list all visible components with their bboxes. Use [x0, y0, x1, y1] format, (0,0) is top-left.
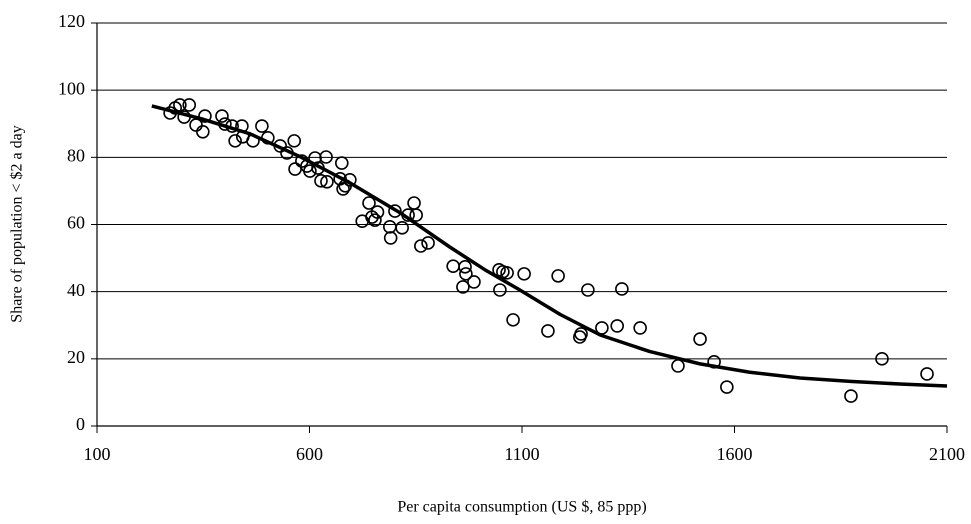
point	[506, 313, 520, 327]
point	[551, 269, 565, 283]
point	[581, 283, 595, 297]
point	[314, 174, 328, 188]
point	[421, 236, 435, 250]
point	[920, 367, 934, 381]
point	[362, 196, 376, 210]
point	[671, 359, 685, 373]
point	[215, 109, 229, 123]
point	[336, 182, 350, 196]
x-axis-title: Per capita consumption (US $, 85 ppp)	[397, 499, 646, 516]
point	[303, 164, 317, 178]
point	[458, 260, 472, 274]
point	[255, 119, 269, 133]
point	[319, 150, 333, 164]
point	[517, 267, 531, 281]
point	[320, 175, 334, 189]
point	[456, 280, 470, 294]
point	[409, 208, 423, 222]
y-tick-label: 120	[58, 11, 85, 31]
y-tick-label: 100	[58, 78, 85, 98]
y-tick-label: 0	[76, 414, 85, 434]
point	[173, 98, 187, 112]
point	[633, 321, 647, 335]
point	[334, 156, 349, 170]
point	[288, 162, 302, 176]
point	[196, 125, 210, 139]
x-tick-label: 1600	[717, 444, 753, 464]
y-tick-label: 80	[67, 145, 85, 165]
x-tick-label: 1100	[504, 444, 539, 464]
point	[388, 204, 402, 218]
point	[198, 109, 212, 123]
y-tick-label: 60	[67, 213, 85, 233]
point	[693, 332, 707, 346]
point	[383, 231, 398, 245]
point	[414, 239, 428, 253]
x-tick-label: 2100	[929, 444, 965, 464]
point	[395, 221, 409, 235]
point	[493, 283, 507, 297]
point	[368, 213, 382, 227]
point	[467, 275, 481, 289]
point	[287, 134, 302, 148]
fit-line	[151, 104, 948, 388]
y-tick-label: 20	[67, 347, 85, 367]
point	[370, 205, 385, 219]
point	[446, 259, 460, 273]
point	[615, 282, 629, 296]
point	[875, 352, 889, 366]
point	[228, 134, 242, 148]
y-axis-title: Share of population < $2 a day	[9, 125, 26, 322]
point	[541, 324, 555, 338]
point	[333, 172, 347, 186]
point	[500, 266, 514, 280]
point	[407, 196, 421, 210]
point	[383, 220, 397, 234]
point	[574, 327, 588, 341]
point	[844, 389, 858, 403]
point	[459, 267, 473, 281]
point	[720, 380, 734, 394]
x-tick-label: 600	[296, 444, 323, 464]
point	[182, 98, 197, 112]
x-tick-label: 100	[84, 444, 111, 464]
y-tick-label: 40	[67, 280, 85, 300]
point	[610, 319, 625, 333]
